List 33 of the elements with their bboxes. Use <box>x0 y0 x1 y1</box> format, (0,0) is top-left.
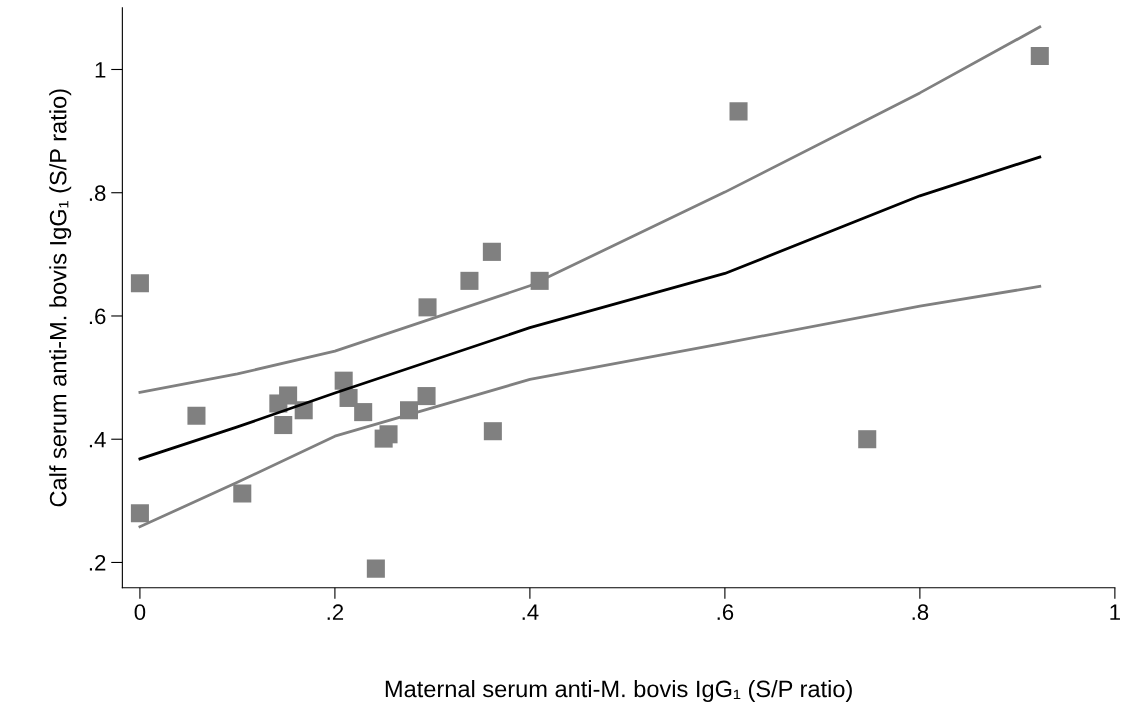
point <box>187 406 206 425</box>
x-tick-label: 1 <box>1110 604 1120 620</box>
y-tick-label: .8 <box>89 185 106 201</box>
x-tick-label: .8 <box>912 604 929 621</box>
x-tick-label: .2 <box>327 604 344 620</box>
x-tick-label: .4 <box>522 604 539 620</box>
point <box>233 484 252 503</box>
point <box>274 416 293 435</box>
y-tick-label: .4 <box>89 431 106 448</box>
y-tick-label: .2 <box>89 555 106 571</box>
point <box>279 386 298 405</box>
point <box>483 422 502 441</box>
point <box>729 102 748 121</box>
x-axis-title: Maternal serum anti-M. bovis IgG₁ (S/P ratio) <box>385 679 852 702</box>
x-tick-label: 0 <box>134 604 146 621</box>
point <box>460 271 479 290</box>
point <box>366 559 385 578</box>
point <box>482 242 501 261</box>
point <box>1030 46 1049 65</box>
point <box>418 298 437 317</box>
y-axis-title: Calf serum anti-M. bovis IgG₁ (S/P ratio) <box>49 89 72 507</box>
y-tick-label: .6 <box>89 308 106 325</box>
line-series <box>138 155 1042 461</box>
y-tick-label: 1 <box>95 62 106 78</box>
x-tick-label: .6 <box>717 604 734 621</box>
point <box>379 425 398 444</box>
point <box>417 387 436 406</box>
point <box>130 274 149 293</box>
line-series <box>138 25 1042 394</box>
point <box>858 430 877 449</box>
point <box>354 403 373 422</box>
point <box>130 504 149 523</box>
point <box>334 371 353 390</box>
